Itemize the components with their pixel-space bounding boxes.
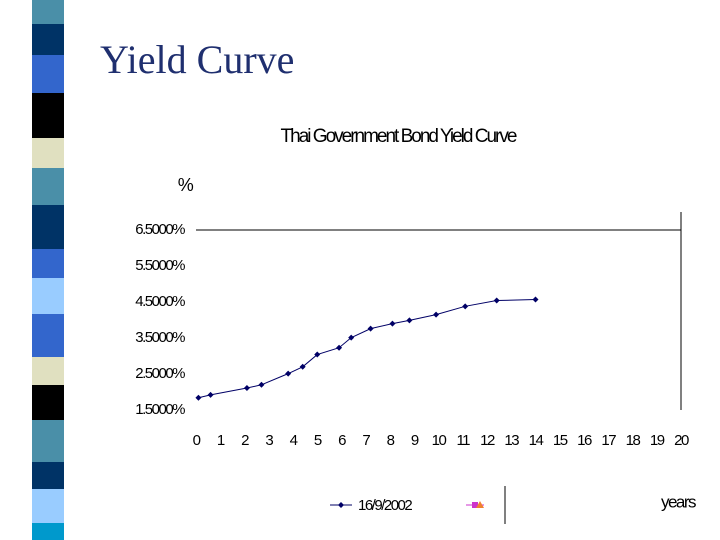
y-tick-label: 3.5000% [135,329,185,346]
legend-marker [472,502,478,508]
series-line [198,298,536,399]
stripe-block [32,489,64,523]
stripe-block [32,168,64,205]
stripe-block [32,462,64,489]
y-tick-label: 4.5000% [135,293,185,310]
data-point [532,296,539,303]
stripe-block [32,138,64,168]
y-tick-label: 5.5000% [135,257,185,274]
data-point [389,320,396,327]
x-tick-label: 8 [387,432,395,449]
slide-title: Yield Curve [100,37,295,82]
stripe-block [32,205,64,249]
data-point [433,311,440,318]
x-tick-label: 19 [650,432,665,449]
stripe-block [32,357,64,385]
legend-marker [476,501,484,508]
stripe-block [32,249,64,278]
x-tick-label: 7 [362,432,370,449]
x-tick-label: 9 [411,432,419,449]
x-axis-label: years [661,492,696,511]
data-point [243,385,250,392]
y-tick-label: 2.5000% [135,365,185,382]
data-point [462,303,469,310]
data-point [299,363,306,370]
data-point [336,344,343,351]
x-tick-label: 13 [504,432,519,449]
x-tick-label: 5 [314,432,322,449]
x-tick-label: 17 [601,432,616,449]
data-point [406,317,413,324]
data-point [348,334,355,341]
data-point [367,325,374,332]
stripe-block [32,93,64,138]
stripe-block [32,523,64,540]
stripe-block [32,24,64,55]
x-tick-label: 16 [577,432,592,449]
data-point [314,351,321,358]
x-tick-label: 14 [529,432,544,449]
legend-marker [338,502,344,508]
x-tick-label: 11 [456,432,470,449]
y-tick-label: 6.5000% [135,221,185,238]
stripe-block [32,0,64,24]
data-point [258,381,265,388]
x-tick-label: 12 [480,432,495,449]
data-point [195,394,202,401]
data-point [285,370,292,377]
x-tick-label: 1 [217,432,225,449]
x-tick-label: 2 [241,432,249,449]
y-axis-label: % [178,175,194,195]
x-tick-label: 0 [193,432,201,449]
x-tick-label: 18 [626,432,641,449]
x-tick-label: 6 [338,432,346,449]
chart-title: Thai Government Bond Yield Curve [281,126,517,147]
x-tick-label: 10 [432,432,447,449]
stripe-block [32,385,64,420]
y-tick-label: 1.5000% [135,401,185,418]
x-tick-label: 3 [265,432,273,449]
legend-label: 16/9/2002 [358,497,412,514]
x-tick-label: 4 [290,432,298,449]
data-point [493,297,500,304]
x-tick-label: 15 [553,432,568,449]
stripe-block [32,55,64,93]
stripe-block [32,278,64,314]
data-point [207,391,214,398]
stripe-block [32,314,64,357]
stripe-block [32,420,64,462]
x-tick-label: 20 [674,432,689,449]
